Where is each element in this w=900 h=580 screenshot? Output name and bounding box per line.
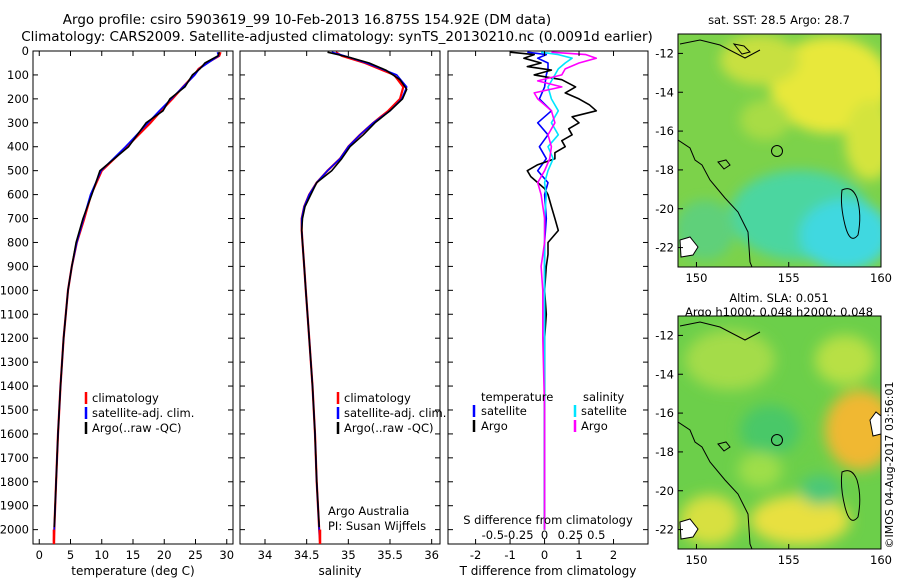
x-tick-label: 35 xyxy=(341,548,356,562)
legend-header-salinity: salinity xyxy=(583,390,624,404)
y-tick-label: 700 xyxy=(7,212,29,226)
map-y-tick-label: -20 xyxy=(655,202,674,216)
x-tick-label: 35.5 xyxy=(377,548,403,562)
legend-header-temperature: temperature xyxy=(481,390,553,404)
y-tick-label: 1900 xyxy=(0,499,29,513)
y-tick-label: 500 xyxy=(7,164,29,178)
legend-salinity-satellite: satellite xyxy=(581,404,627,418)
map-y-tick-label: -16 xyxy=(655,406,674,420)
map-y-tick-label: -18 xyxy=(655,445,674,459)
sst-map: sat. SST: 28.5 Argo: 28.7 150 155 160 -12 -… xyxy=(655,13,892,285)
x-tick-label: 2 xyxy=(610,548,617,562)
x-tick-label: 20 xyxy=(157,548,172,562)
y-tick-label: 600 xyxy=(7,188,29,202)
map-y-tick-label: -16 xyxy=(655,124,674,138)
x-tick-label: 36 xyxy=(424,548,439,562)
map-y-tick-label: -22 xyxy=(655,241,674,255)
salinity-xlabel: salinity xyxy=(318,564,361,578)
x-tick-label: 10 xyxy=(94,548,109,562)
legend-temperature-argo: Argo xyxy=(481,419,508,433)
legend-climatology: climatology xyxy=(344,391,411,405)
y-tick-label: 1500 xyxy=(0,403,29,417)
y-tick-label: 400 xyxy=(7,140,29,154)
temperature-panel: 0 5 10 15 20 25 30 0 100 200 300 400 500 600 700 800 90… xyxy=(0,44,234,578)
map-x-tick-label: 150 xyxy=(685,553,707,567)
temperature-xlabel: temperature (deg C) xyxy=(71,564,194,578)
annotation-argo-australia: Argo Australia xyxy=(328,504,409,518)
y-tick-label: 1300 xyxy=(0,355,29,369)
x-tick-label: 30 xyxy=(219,548,234,562)
difference-top-xlabel: S difference from climatology xyxy=(463,513,633,527)
header-line-1: Argo profile: csiro 5903619_99 10-Feb-20… xyxy=(63,12,551,28)
map-y-tick-label: -12 xyxy=(655,328,674,342)
series-line-argo-raw-qc- xyxy=(300,51,408,528)
y-tick-label: 800 xyxy=(7,235,29,249)
difference-xlabel: T difference from climatology xyxy=(459,564,637,578)
map-y-tick-label: -14 xyxy=(655,85,674,99)
y-tick-label: 1000 xyxy=(0,283,29,297)
y-tick-label: 1400 xyxy=(0,379,29,393)
sst-map-title: sat. SST: 28.5 Argo: 28.7 xyxy=(708,13,850,27)
x-tick-label: -1 xyxy=(504,548,515,562)
y-tick-label: 300 xyxy=(7,116,29,130)
x-tick-label: 5 xyxy=(67,548,74,562)
map-y-tick-label: -12 xyxy=(655,46,674,60)
x-tick-top-label: 0.25 xyxy=(558,528,584,542)
y-tick-label: 1700 xyxy=(0,451,29,465)
legend-climatology: climatology xyxy=(92,391,159,405)
x-tick-label: 0 xyxy=(36,548,43,562)
series-line-salinity-satellite xyxy=(540,51,573,530)
map-x-tick-label: 160 xyxy=(870,553,892,567)
imos-credit: ©IMOS 04-Aug-2017 03:56:01 xyxy=(883,382,896,549)
x-tick-label: 34.5 xyxy=(294,548,320,562)
y-tick-label: 1100 xyxy=(0,307,29,321)
x-tick-label: -2 xyxy=(470,548,481,562)
difference-panel: -2 -1 0 1 2 -0.5 -0.25 0 0.25 0.5 S difference f… xyxy=(447,50,649,578)
annotation-pi: PI: Susan Wijffels xyxy=(328,519,426,533)
y-tick-label: 0 xyxy=(22,44,29,58)
legend-argo: Argo(..raw -QC) xyxy=(344,421,434,435)
series-line-salinity-argo xyxy=(533,51,598,530)
y-tick-label: 200 xyxy=(7,92,29,106)
x-tick-label: 34 xyxy=(258,548,273,562)
series-line-temperature-argo xyxy=(510,51,598,530)
x-tick-label: 0 xyxy=(541,548,548,562)
y-tick-label: 1800 xyxy=(0,475,29,489)
x-tick-label: 1 xyxy=(575,548,582,562)
legend-argo: Argo(..raw -QC) xyxy=(92,421,182,435)
y-tick-label: 900 xyxy=(7,259,29,273)
map-x-tick-label: 150 xyxy=(685,271,707,285)
x-tick-top-label: -0.5 xyxy=(482,528,504,542)
salinity-panel: 34 34.5 35 35.5 36 salinity climatology sate… xyxy=(239,50,446,578)
map-y-tick-label: -20 xyxy=(655,484,674,498)
map-x-tick-label: 155 xyxy=(778,271,800,285)
salinity-legend: climatology satellite-adj. clim. Argo(..… xyxy=(336,391,446,435)
difference-legend: temperature salinity satellite Argo sate… xyxy=(472,390,627,433)
legend-temperature-satellite: satellite xyxy=(481,404,527,418)
x-tick-top-label: -0.25 xyxy=(504,528,534,542)
map-y-tick-label: -18 xyxy=(655,163,674,177)
legend-satellite-adj: satellite-adj. clim. xyxy=(92,406,194,420)
x-tick-label: 25 xyxy=(188,548,203,562)
x-tick-label: 15 xyxy=(126,548,141,562)
header-line-2: Climatology: CARS2009. Satellite-adjuste… xyxy=(21,29,653,45)
temperature-legend: climatology satellite-adj. clim. Argo(..… xyxy=(84,391,194,435)
map-x-tick-label: 155 xyxy=(778,553,800,567)
map-x-tick-label: 160 xyxy=(870,271,892,285)
sla-map: Altim. SLA: 0.051 Argo h1000: 0.048 h200… xyxy=(655,291,892,567)
legend-satellite-adj: satellite-adj. clim. xyxy=(344,406,446,420)
legend-salinity-argo: Argo xyxy=(581,419,608,433)
x-tick-top-label: 0.5 xyxy=(587,528,605,542)
y-tick-label: 2000 xyxy=(0,523,29,537)
map-y-tick-label: -22 xyxy=(655,523,674,537)
x-tick-top-label: 0 xyxy=(541,528,548,542)
y-tick-label: 1200 xyxy=(0,331,29,345)
y-tick-label: 1600 xyxy=(0,427,29,441)
series-line-argo-raw-qc- xyxy=(53,51,221,528)
y-tick-label: 100 xyxy=(7,68,29,82)
map-y-tick-label: -14 xyxy=(655,367,674,381)
sla-map-title-1: Altim. SLA: 0.051 xyxy=(729,291,828,305)
